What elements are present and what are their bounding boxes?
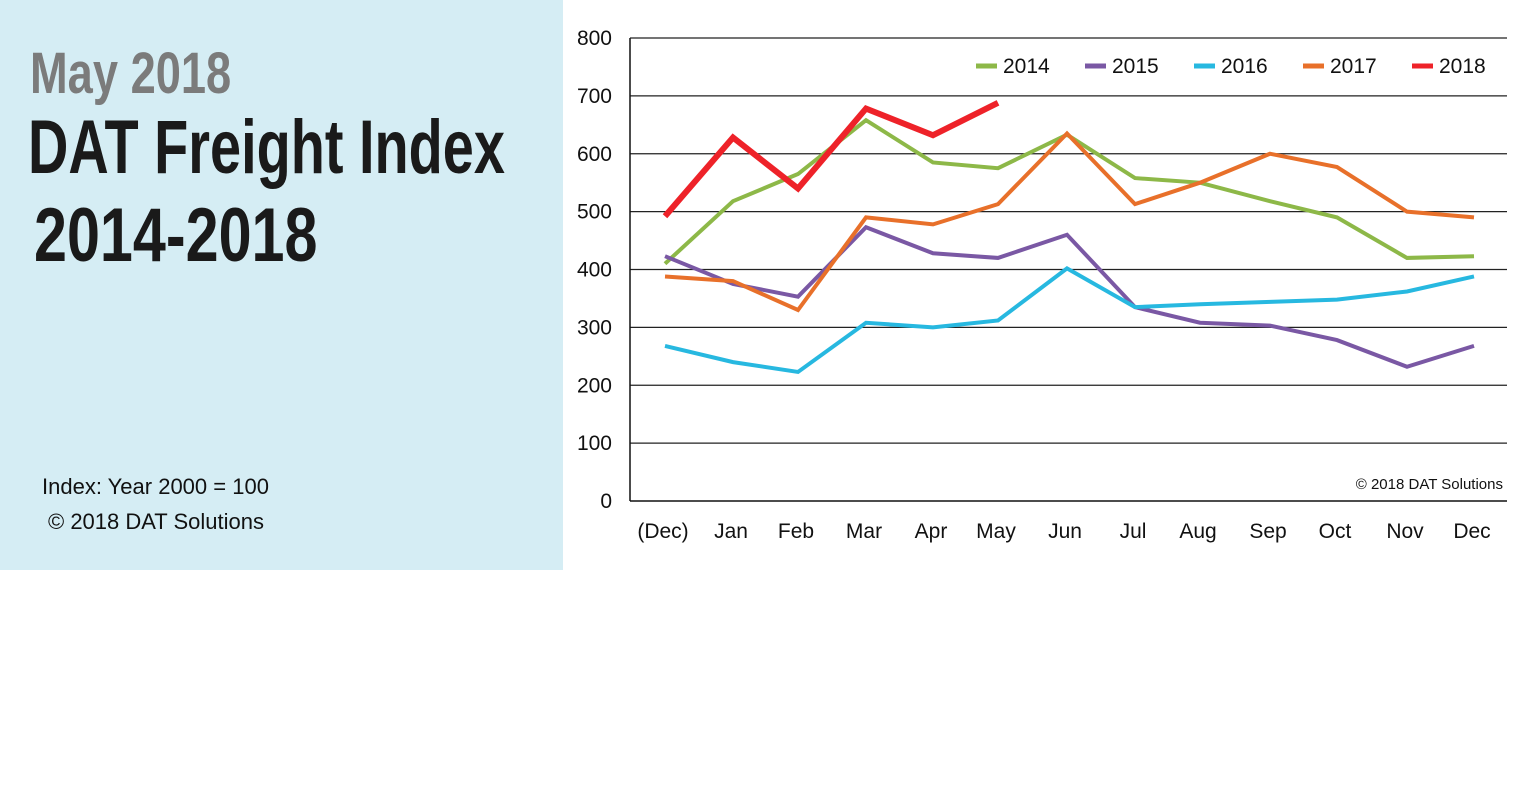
series-line-2014	[663, 117, 1475, 266]
x-tick-label: Oct	[1319, 520, 1352, 543]
index-note: Index: Year 2000 = 100	[42, 474, 269, 499]
x-tick-label: Nov	[1386, 520, 1424, 543]
legend-label-2018: 2018	[1439, 55, 1486, 78]
y-tick-label: 300	[577, 316, 612, 339]
x-tick-label: Apr	[915, 520, 948, 543]
x-tick-label: Feb	[778, 520, 814, 543]
y-tick-label: 700	[577, 85, 612, 108]
series-line-2015	[664, 224, 1475, 369]
y-tick-label: 400	[577, 259, 612, 282]
x-tick-label: Aug	[1179, 520, 1216, 543]
x-tick-label: Mar	[846, 520, 882, 543]
x-tick-label: Sep	[1249, 520, 1286, 543]
x-tick-label: Jan	[714, 520, 748, 543]
legend-label-2016: 2016	[1221, 55, 1268, 78]
x-tick-label: Dec	[1453, 520, 1490, 543]
y-tick-label: 100	[577, 432, 612, 455]
title-panel: May 2018 DAT Freight Index 2014-2018 Ind…	[0, 0, 563, 570]
series-line-2016	[664, 265, 1475, 375]
chart-annotation: © 2018 DAT Solutions	[1356, 476, 1503, 493]
series-line-2017	[664, 130, 1475, 313]
copyright-note: © 2018 DAT Solutions	[48, 509, 264, 534]
y-tick-label: 500	[577, 201, 612, 224]
legend-label-2015: 2015	[1112, 55, 1159, 78]
series-line-2018	[662, 100, 1000, 219]
y-tick-label: 200	[577, 374, 612, 397]
chart-year-range: 2014-2018	[34, 193, 318, 278]
x-tick-label: Jul	[1120, 520, 1147, 543]
x-tick-label: Jun	[1048, 520, 1082, 543]
legend-label-2017: 2017	[1330, 55, 1377, 78]
chart-title: DAT Freight Index	[28, 105, 505, 190]
y-tick-label: 800	[577, 27, 612, 50]
x-tick-label: May	[976, 520, 1016, 543]
chart-subtitle: May 2018	[30, 41, 232, 106]
x-tick-label: (Dec)	[637, 520, 688, 543]
legend-label-2014: 2014	[1003, 55, 1050, 78]
y-tick-label: 600	[577, 143, 612, 166]
y-tick-label: 0	[600, 490, 612, 513]
